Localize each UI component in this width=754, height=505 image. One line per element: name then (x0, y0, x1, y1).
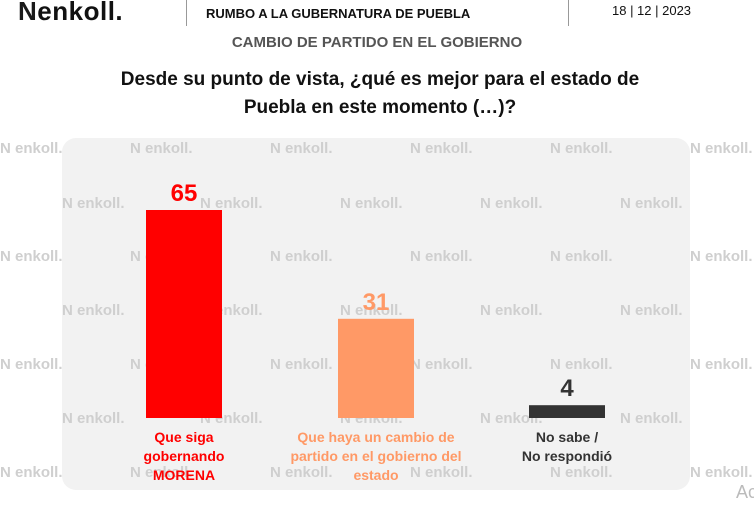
category-label-2: No sabe / No respondió (457, 428, 677, 466)
bar-value-label-2: 4 (560, 375, 574, 402)
bar-1 (338, 318, 414, 418)
question-line-2: Puebla en este momento (…)? (243, 97, 517, 118)
enkoll-logo: Nenkoll. (18, 0, 123, 27)
category-label-line: Que siga (154, 429, 214, 445)
category-label-line: No sabe / (535, 429, 599, 445)
header-divider-right (568, 0, 569, 26)
header-divider-left (186, 0, 187, 26)
category-label-line: MORENA (152, 467, 216, 483)
question-line-1: Desde su punto de vista, ¿qué es mejor p… (120, 69, 640, 90)
logo-text: enkoll. (37, 0, 124, 26)
category-label-line: No respondió (521, 448, 613, 464)
header-date: 18 | 12 | 2023 (612, 3, 692, 18)
category-label-0: Que siga gobernando MORENA (74, 428, 294, 485)
chart-question: Desde su punto de vista, ¿qué es mejor p… (60, 66, 700, 122)
corner-text: Ac (736, 482, 754, 502)
category-label-line: Que haya un cambio de (297, 429, 455, 445)
bar-2 (529, 405, 605, 418)
category-label-line: estado (353, 467, 399, 483)
category-label-1: Que haya un cambio de partido en el gobie… (266, 428, 486, 485)
category-label-line: gobernando (143, 448, 225, 464)
bar-value-label-1: 31 (363, 289, 390, 316)
chart-subtitle: CAMBIO DE PARTIDO EN EL GOBIERNO (231, 34, 523, 51)
category-label-line: partido en el gobierno del (290, 448, 462, 464)
bar-value-label-0: 65 (171, 180, 198, 207)
bar-0 (146, 210, 222, 418)
header-title: RUMBO A LA GUBERNATURA DE PUEBLA (206, 6, 471, 21)
logo-mark: N (18, 0, 38, 26)
